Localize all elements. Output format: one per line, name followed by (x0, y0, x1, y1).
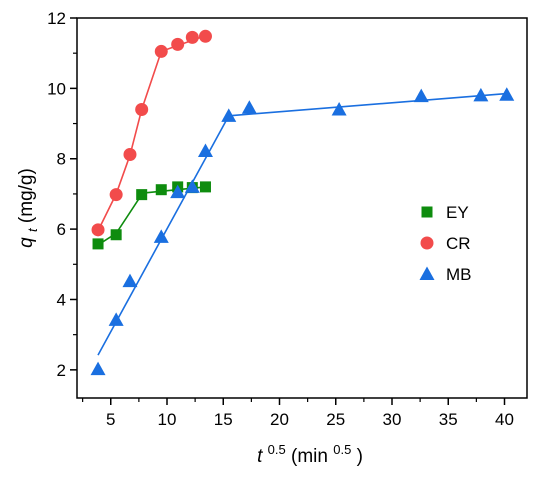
x-tick-label: 40 (495, 410, 514, 429)
x-tick-label: 30 (383, 410, 402, 429)
cr-data-point (135, 102, 149, 116)
mb-data-point (221, 108, 237, 122)
ticks-layer: 5 10 15 20 25 30 35 40 2 4 6 8 10 12 (47, 9, 514, 429)
ey-data-point (136, 189, 148, 201)
cr-fit-line (97, 51, 163, 232)
ey-data-point (92, 238, 104, 250)
mb-data-point (473, 87, 489, 102)
y-tick-label: 6 (57, 220, 66, 239)
y-tick-label: 10 (47, 79, 66, 98)
ey-data-point (155, 184, 167, 196)
ey-data-point (110, 229, 122, 241)
x-tick-label: 5 (106, 410, 115, 429)
y-tick-label: 2 (57, 361, 66, 380)
mb-data-point (170, 184, 186, 199)
y-tick-label: 12 (47, 9, 66, 28)
cr-data-point (171, 37, 185, 51)
x-axis-unit: (min (291, 446, 328, 467)
x-tick-label: 15 (214, 410, 233, 429)
mb-data-point (184, 179, 200, 193)
x-axis-unit-exponent: 0.5 (333, 442, 351, 457)
mb-data-point (122, 273, 138, 288)
x-axis-symbol: t (257, 446, 263, 467)
mb-data-point (90, 361, 106, 376)
plot-frame (76, 17, 528, 399)
cr-data-point (154, 44, 168, 58)
cr-data-point (185, 30, 199, 44)
mb-data-point (108, 312, 124, 326)
cr-data-point (198, 29, 212, 43)
legend-label-ey: EY (446, 203, 469, 222)
y-tick-label: 8 (57, 150, 66, 169)
x-tick-label: 35 (439, 410, 458, 429)
x-axis-exponent: 0.5 (268, 442, 286, 457)
legend: EY CR MB (419, 203, 472, 284)
cr-data-point (123, 148, 137, 162)
y-axis-symbol: q (16, 237, 37, 248)
x-tick-label: 10 (158, 410, 177, 429)
y-tick-label: 4 (57, 290, 66, 309)
cr-data-point (91, 223, 105, 237)
data-markers (90, 29, 515, 376)
cr-data-point (109, 188, 123, 202)
y-axis-title: q t (mg/g) (16, 168, 42, 248)
x-axis-title: t 0.5 (min 0.5 ) (257, 438, 363, 467)
ey-legend-marker (421, 206, 433, 218)
ey-data-point (199, 181, 211, 193)
mb-data-point (241, 100, 257, 114)
cr-legend-marker (420, 236, 434, 250)
y-axis-subscript: t (25, 227, 40, 232)
mb-data-point (153, 229, 169, 243)
y-axis-unit: (mg/g) (16, 168, 37, 223)
mb-data-point (499, 87, 515, 101)
x-tick-label: 25 (326, 410, 345, 429)
mb-data-point (331, 101, 347, 116)
x-axis-unit-close: ) (357, 446, 363, 467)
x-tick-label: 20 (270, 410, 289, 429)
mb-fit-line (228, 92, 507, 117)
legend-label-mb: MB (446, 265, 472, 284)
mb-data-point (197, 143, 213, 157)
fit-lines (97, 34, 507, 356)
legend-label-cr: CR (446, 234, 471, 253)
mb-data-point (413, 88, 429, 103)
mb-legend-marker (419, 266, 435, 280)
